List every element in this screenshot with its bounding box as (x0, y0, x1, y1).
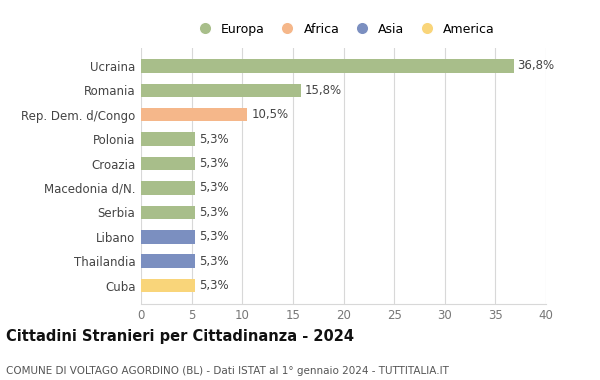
Text: 5,3%: 5,3% (199, 279, 229, 292)
Bar (141, 279, 194, 292)
Text: 15,8%: 15,8% (305, 84, 342, 97)
Bar (141, 132, 194, 146)
Bar (141, 230, 194, 244)
Text: 5,3%: 5,3% (199, 182, 229, 195)
Legend: Europa, Africa, Asia, America: Europa, Africa, Asia, America (187, 18, 500, 41)
Bar (141, 255, 194, 268)
Text: COMUNE DI VOLTAGO AGORDINO (BL) - Dati ISTAT al 1° gennaio 2024 - TUTTITALIA.IT: COMUNE DI VOLTAGO AGORDINO (BL) - Dati I… (6, 366, 449, 376)
Text: Cittadini Stranieri per Cittadinanza - 2024: Cittadini Stranieri per Cittadinanza - 2… (6, 329, 354, 344)
Text: 36,8%: 36,8% (518, 59, 555, 72)
Bar (141, 84, 301, 97)
Bar (141, 206, 194, 219)
Bar (141, 108, 247, 122)
Text: 5,3%: 5,3% (199, 230, 229, 243)
Bar (141, 157, 194, 170)
Text: 5,3%: 5,3% (199, 133, 229, 146)
Text: 10,5%: 10,5% (251, 108, 289, 121)
Text: 5,3%: 5,3% (199, 255, 229, 268)
Bar (141, 59, 514, 73)
Bar (141, 181, 194, 195)
Text: 5,3%: 5,3% (199, 206, 229, 219)
Text: 5,3%: 5,3% (199, 157, 229, 170)
